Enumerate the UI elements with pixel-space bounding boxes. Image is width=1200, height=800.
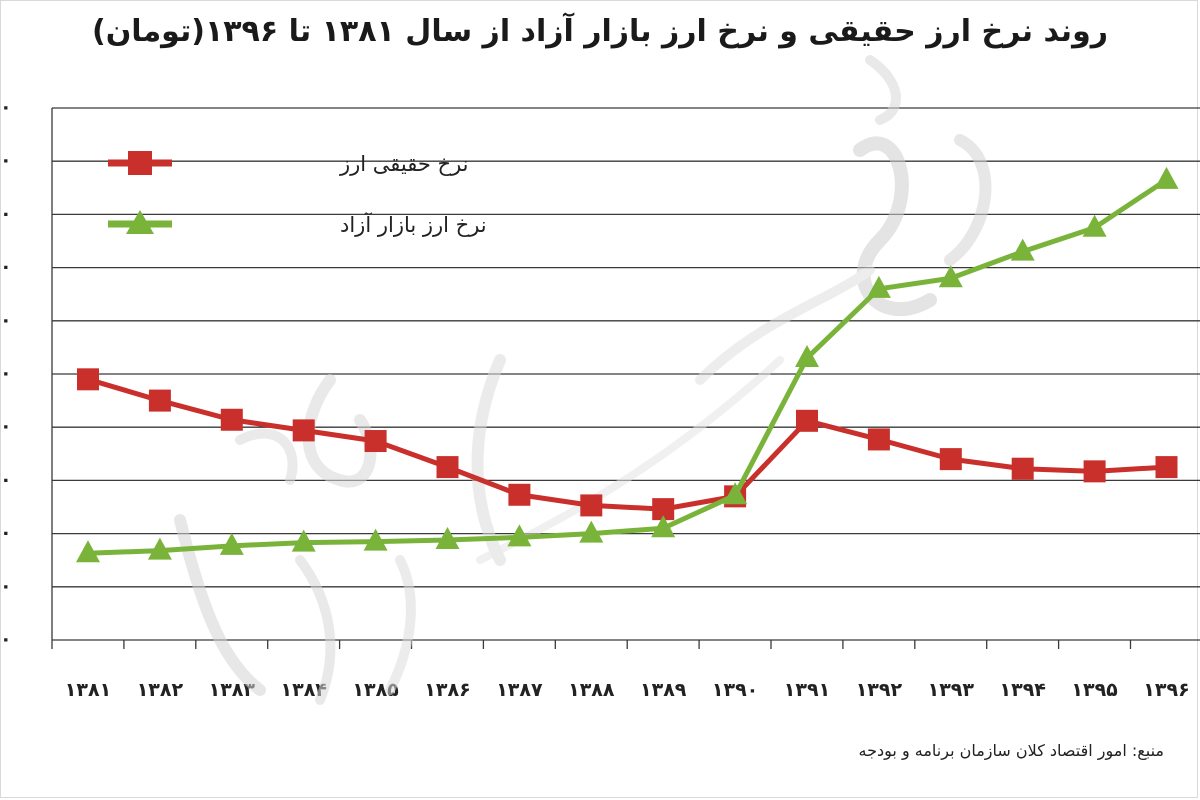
y-tick-label: ۰	[0, 96, 12, 118]
watermark-logo	[174, 55, 992, 705]
x-tick-label: ۱۳۹۲	[856, 679, 903, 701]
data-point	[292, 419, 315, 442]
data-point	[579, 520, 604, 543]
data-point	[1083, 460, 1106, 483]
data-point	[1155, 456, 1178, 479]
x-tick-label: ۱۳۹۴	[1000, 679, 1046, 701]
legend-item-free-market: نرخ ارز بازار آزاد	[108, 210, 487, 237]
series-real-rate	[77, 368, 1178, 521]
y-tick-label: ۰	[0, 468, 12, 490]
x-tick-label: ۱۳۹۱	[784, 679, 830, 701]
x-tick-label: ۱۳۸۶	[424, 679, 470, 701]
legend-label-real-rate: نرخ حقیقی ارز	[339, 152, 469, 176]
x-tick-label: ۱۳۸۴	[281, 679, 327, 701]
x-axis: ۱۳۸۱ ۱۳۸۲ ۱۳۸۳ ۱۳۸۴ ۱۳۸۵ ۱۳۸۶ ۱۳۸۷ ۱۳۸۸ ۱۳۸۹ ۱۳۹۰…	[51, 108, 1200, 701]
x-tick-label: ۱۳۹۵	[1071, 679, 1118, 701]
data-point	[436, 456, 459, 479]
data-point	[364, 430, 387, 453]
y-tick-label: ۰	[0, 149, 12, 171]
x-tick-label: ۱۳۸۲	[137, 679, 184, 701]
data-point	[76, 540, 100, 563]
y-tick-label: ۰	[0, 309, 12, 331]
data-point	[651, 515, 676, 538]
source-note: منبع: امور اقتصاد کلان سازمان برنامه و ب…	[858, 741, 1164, 760]
data-point	[723, 482, 748, 505]
legend-item-real-rate: نرخ حقیقی ارز	[108, 151, 469, 176]
data-point	[291, 529, 316, 552]
x-tick-label: ۱۳۹۶	[1143, 679, 1189, 701]
x-tick-label: ۱۳۸۸	[568, 679, 615, 701]
data-point	[1010, 238, 1035, 261]
legend-marker-real-rate	[128, 151, 152, 175]
data-point	[363, 528, 388, 551]
y-tick-label: ۰	[0, 256, 12, 278]
series-line	[87, 376, 1167, 512]
legend-marker-free-market	[126, 210, 154, 234]
x-tick-label: ۱۳۹۳	[928, 679, 975, 701]
y-tick-label: ۰	[0, 628, 12, 650]
data-point	[939, 448, 962, 471]
y-tick-label: ۰	[0, 415, 12, 437]
legend-label-free-market: نرخ ارز بازار آزاد	[340, 212, 487, 237]
data-point	[507, 524, 532, 547]
data-point	[795, 345, 819, 368]
x-tick-label: ۱۳۸۷	[496, 679, 543, 701]
y-tick-label: ۰	[0, 362, 12, 384]
series-layer	[76, 166, 1179, 563]
x-tick-label: ۱۳۹۰	[712, 679, 758, 701]
data-point	[652, 498, 675, 521]
data-point	[1154, 166, 1179, 189]
data-point	[147, 537, 172, 560]
legend: نرخ حقیقی ارز نرخ ارز بازار آزاد	[108, 151, 487, 237]
x-tick-label: ۱۳۸۱	[65, 679, 111, 701]
data-point	[77, 368, 99, 391]
y-tick-label: ۰	[0, 202, 12, 224]
data-point	[796, 409, 818, 432]
data-point	[1082, 214, 1107, 237]
data-point	[580, 494, 603, 517]
data-point	[1011, 457, 1034, 480]
x-tick-label: ۱۳۸۹	[640, 679, 687, 701]
data-point	[866, 275, 891, 298]
data-point	[219, 532, 244, 555]
series-free-market	[76, 166, 1179, 563]
data-point	[938, 265, 963, 288]
data-point	[220, 408, 243, 431]
y-tick-label: ۰	[0, 522, 12, 544]
y-axis-ticks: ۰ ۰ ۰ ۰ ۰ ۰ ۰ ۰ ۰ ۰ ۰	[0, 96, 12, 650]
data-point	[148, 389, 171, 412]
series-line	[87, 177, 1168, 556]
grid-lines	[52, 107, 1200, 588]
data-point	[867, 428, 890, 451]
data-point	[435, 526, 460, 549]
data-point	[508, 483, 531, 506]
x-tick-label: ۱۳۸۳	[209, 679, 256, 701]
chart-title: روند نرخ ارز حقیقی و نرخ ارز بازار آزاد …	[91, 14, 1108, 49]
y-tick-label: ۰	[0, 575, 12, 597]
